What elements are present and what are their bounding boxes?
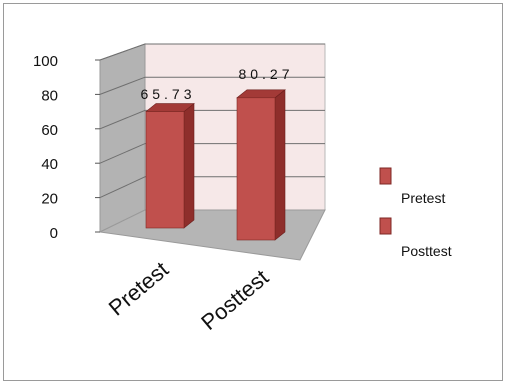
legend-swatch xyxy=(379,167,392,185)
legend-swatch xyxy=(379,217,392,235)
y-tick-label: 0 xyxy=(50,225,58,242)
floor xyxy=(98,209,326,261)
bar-side xyxy=(274,89,286,241)
y-tick-label: 20 xyxy=(41,191,58,208)
side-wall xyxy=(99,43,146,233)
category-label: Posttest xyxy=(196,265,273,335)
y-tick-label: 80 xyxy=(41,87,58,104)
bar-pretest xyxy=(145,111,185,229)
y-tick-label: 40 xyxy=(41,156,58,173)
category-label: Pretest xyxy=(104,257,173,321)
bar-posttest xyxy=(236,97,276,241)
bar-side xyxy=(183,102,195,229)
data-labels: 65.73 80.27 xyxy=(140,66,293,102)
gridline xyxy=(99,76,325,95)
legend-label: Pretest xyxy=(401,190,445,206)
y-tick-label: 60 xyxy=(41,122,58,139)
bars xyxy=(145,89,286,241)
legend-label: Posttest xyxy=(401,243,452,259)
y-tick-label: 100 xyxy=(33,53,58,70)
legend: Pretest Posttest xyxy=(379,167,452,259)
data-label: 80.27 xyxy=(238,66,293,82)
data-label: 65.73 xyxy=(140,86,195,102)
category-labels: Pretest Posttest xyxy=(104,257,273,335)
y-tick-labels: 0 20 40 60 80 100 xyxy=(33,53,100,242)
gridline xyxy=(99,43,325,61)
